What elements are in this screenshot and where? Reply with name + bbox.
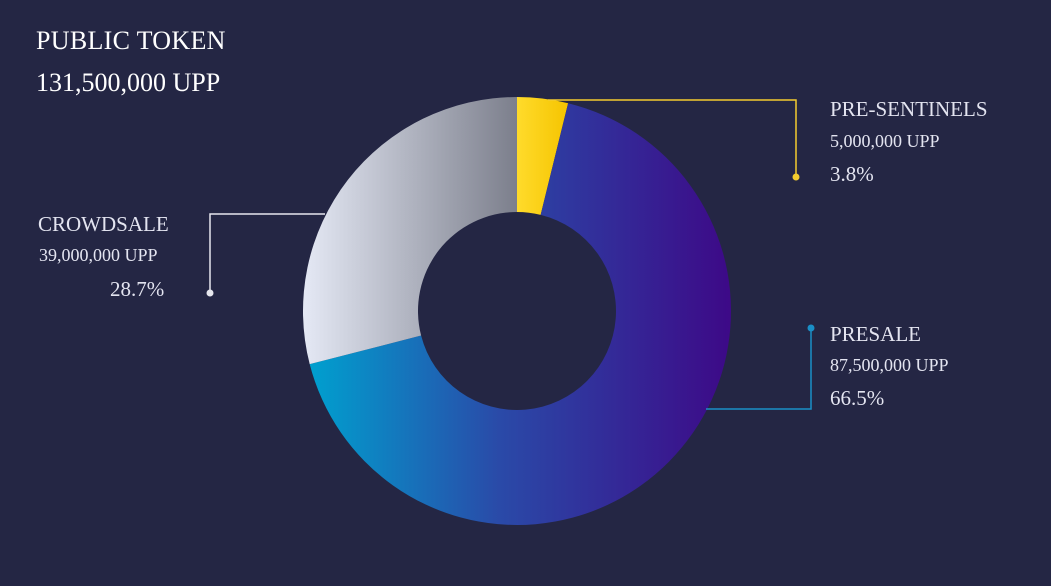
pre-sentinels-percent: 3.8% (830, 162, 874, 186)
slice-pre-sentinels (517, 97, 569, 215)
crowdsale-percent: 28.7% (110, 277, 165, 301)
slice-presale (309, 103, 731, 525)
pre-sentinels-leader (548, 99, 797, 177)
presale-label: PRESALE (830, 322, 922, 346)
crowdsale-amount: 39,000,000 UPP (39, 245, 158, 265)
crowdsale-label: CROWDSALE (38, 212, 169, 236)
pre-sentinels-amount: 5,000,000 UPP (830, 131, 940, 151)
slice-crowdsale (303, 97, 517, 365)
chart-title: PUBLIC TOKEN (36, 26, 226, 55)
chart-total: 131,500,000 UPP (36, 68, 221, 97)
pre-sentinels-label: PRE-SENTINELS (830, 97, 988, 121)
presale-percent: 66.5% (830, 386, 885, 410)
crowdsale-leader (209, 213, 325, 293)
pre-sentinels-leader-dot (792, 173, 800, 181)
presale-amount: 87,500,000 UPP (830, 355, 949, 375)
crowdsale-leader-dot (206, 289, 214, 297)
presale-leader (706, 328, 812, 410)
presale-leader-dot (807, 324, 815, 332)
